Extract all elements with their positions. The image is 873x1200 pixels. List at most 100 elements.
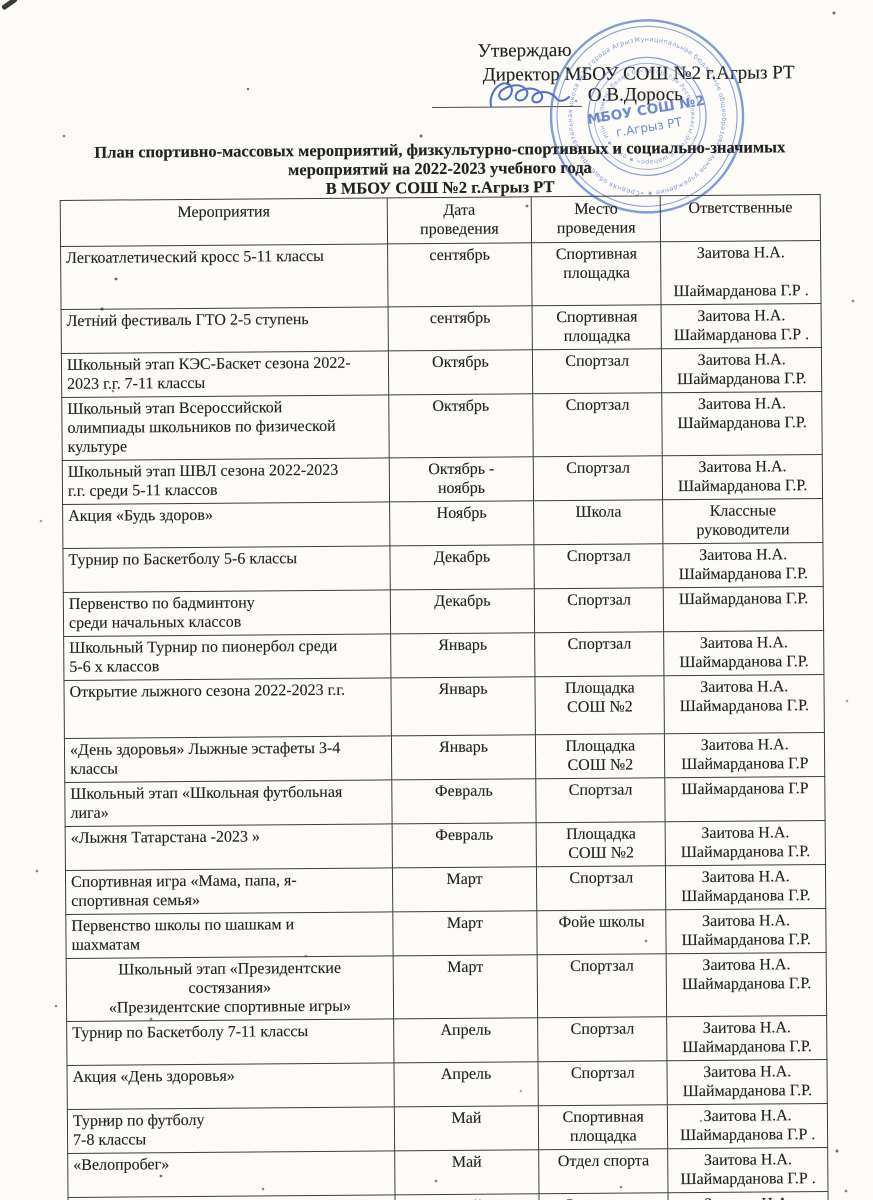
table-row: Открытие лыжного сезона 2022-2023 г.г. Я… [63, 674, 825, 739]
event-cell: Спортивная игра «Мама, папа, я- спортивн… [65, 867, 393, 915]
table-row: Турнир по Баскетболу 7-11 классы Апрель … [66, 1015, 827, 1066]
responsible-cell: Заитова Н.А. Шаймарданова Г.Р . [667, 1103, 828, 1149]
responsible-cell: Заитова Н.А. Шаймарданова Г.Р. [665, 820, 826, 866]
date-cell: Ноябрь [389, 500, 535, 546]
place-cell: Отдел спорта [538, 1148, 669, 1194]
responsible-cell: Заитова Н.А. Шаймарданова Г.Р. [664, 674, 825, 734]
responsible-cell: Заитова Н.А. Шаймарданова Г.Р. [666, 908, 827, 954]
place-cell: Спортзал [534, 587, 664, 633]
place-cell: Спортзал [537, 953, 667, 1018]
table-row: Школьный этап Всероссийской олимпиады шк… [61, 391, 823, 461]
table-row: «Велопробег» Май Отдел спорта Заитова Н.… [67, 1147, 829, 1198]
place-cell: Спортзал [532, 392, 663, 457]
table-row: Спортивная игра «Мама, папа, я- спортивн… [65, 864, 826, 915]
place-cell: Школа [533, 499, 664, 545]
date-cell: Март [392, 910, 538, 956]
responsible-cell: Заитова Н.А. Шаймарданова Г.Р . [661, 303, 822, 349]
place-cell: Спортзал [536, 865, 667, 911]
responsible-cell: Заитова Н.А. Шаймарданова Г.Р . [668, 1191, 829, 1200]
date-cell: сентябрь [387, 305, 533, 351]
table-row: Школьный этап «Школьная футбольная лига»… [64, 776, 826, 827]
event-cell: Школьный этап КЭС-Баскет сезона 2022- 20… [61, 350, 389, 398]
responsible-cell: Классные руководители [662, 498, 823, 544]
table-row: Школьный этап «Президентские состязания»… [66, 952, 827, 1022]
event-cell: Школьный этап «Президентские состязания»… [66, 955, 394, 1022]
date-cell: Февраль [391, 778, 537, 824]
school-round-stamp: Муниципальное бюджетное общеобразователь… [532, 1, 745, 214]
responsible-cell: Заитова Н.А. Шаймарданова Г.Р. [661, 347, 822, 393]
event-cell: Школьный этап Всероссийской олимпиады шк… [61, 394, 390, 461]
place-cell: Спортивная площадка [532, 304, 662, 350]
table-row: Школьный этап КЭС-Баскет сезона 2022- 20… [61, 347, 822, 398]
table-row: «Лыжня Татарстана -2023 » Февраль Площад… [65, 820, 826, 871]
place-cell: Спортивная площадка [538, 1104, 669, 1150]
event-cell: Легкоатлетический кросс 5-11 классы [60, 243, 388, 310]
event-cell: Школьный этап «Школьная футбольная лига» [64, 779, 392, 827]
table-row: Турнир по Баскетболу 5-6 классы Декабрь … [62, 542, 824, 593]
responsible-cell: Заитова Н.А. Шаймарданова Г.Р. [663, 630, 824, 676]
event-cell: Первенство по бадминтону среди начальных… [63, 589, 391, 637]
date-cell: сентябрь [387, 242, 533, 307]
responsible-cell: Шаймарданова Г.Р [665, 776, 826, 822]
place-cell: Спортзал [538, 1060, 668, 1106]
table-row: Акция «Будь здоров» Ноябрь Школа Классны… [62, 498, 823, 549]
responsible-cell: Заитова Н.А. Шаймарданова Г.Р. [667, 1059, 828, 1105]
place-cell: Спортзал [537, 1016, 668, 1062]
date-cell: Октябрь [388, 393, 534, 458]
place-cell: Площадка СОШ №2 [536, 821, 666, 867]
date-cell: Май [394, 1105, 539, 1151]
event-cell: Турнир по футболу 7-8 классы [67, 1106, 395, 1154]
responsible-cell: Заитова Н.А. Шаймарданова Г.Р. [665, 864, 826, 910]
date-cell: Январь [390, 676, 536, 736]
date-cell: Январь [390, 632, 536, 678]
date-cell: Апрель [393, 1061, 539, 1107]
events-plan-table: Мероприятия Дата проведения Место провед… [60, 194, 829, 1200]
date-cell: Декабрь [390, 588, 535, 634]
event-cell: Школьный Турнир по пионербол среди 5-6 х… [63, 633, 391, 681]
event-cell: Акция «Будь здоров» [62, 501, 390, 549]
place-cell: Спортзал [533, 455, 663, 501]
schedule-table-body: Легкоатлетический кросс 5-11 классы сент… [60, 240, 829, 1200]
event-cell: Школьный этап ШВЛ сезона 2022-2023 г.г. … [62, 457, 390, 505]
place-cell: Спортивная площадка [539, 1192, 669, 1200]
responsible-cell: Заитова Н.А. Шаймарданова Г.Р . [668, 1147, 829, 1193]
table-row: «День здоровья» Лыжные эстафеты 3-4 клас… [64, 732, 825, 783]
table-row: Летний фестиваль ГТО 2-5 ступень сентябр… [61, 303, 822, 354]
event-cell: Первенство школы по шашкам и шахматам [65, 911, 393, 959]
responsible-cell: Заитова Н.А. Шаймарданова Г.Р. [662, 454, 823, 500]
signature-line [431, 82, 582, 109]
table-header: Мероприятия Дата проведения Место провед… [60, 194, 821, 247]
date-cell: Декабрь [389, 544, 535, 590]
event-cell: Акция «День здоровья» [66, 1062, 395, 1110]
event-cell: Открытие лыжного сезона 2022-2023 г.г. [63, 677, 392, 739]
date-cell: Март [392, 954, 538, 1019]
responsible-cell: Заитова Н.А. Шаймарданова Г.Р. [666, 1015, 827, 1061]
table-row: Акция «День здоровья» Апрель Спортзал За… [66, 1059, 828, 1110]
header-date: Дата проведения [386, 196, 532, 244]
responsible-cell: Заитова Н.А. Шаймарданова Г.Р. [663, 542, 824, 588]
date-cell: Январь [391, 734, 536, 780]
place-cell: Спортзал [532, 348, 663, 394]
table-row: Легкоатлетический кросс 5-11 классы сент… [60, 240, 822, 310]
place-cell: Спортзал [534, 631, 665, 677]
place-cell: Площадка СОШ №2 [535, 733, 666, 779]
header-events: Мероприятия [60, 197, 388, 247]
place-cell: Площадка СОШ №2 [535, 675, 665, 735]
table-row: Школьный этап ШВЛ сезона 2022-2023 г.г. … [62, 454, 823, 505]
date-cell: Октябрь [388, 349, 533, 395]
place-cell: Спортзал [535, 777, 666, 823]
scan-noise-speckles [0, 0, 2, 2]
event-cell: «Лыжня Татарстана -2023 » [65, 823, 393, 871]
table-row: Школьный Турнир по пионербол среди 5-6 х… [63, 630, 824, 681]
signature-scribble [489, 82, 570, 107]
date-cell: Октябрь - ноябрь [389, 456, 534, 502]
responsible-cell: Шаймарданова Г.Р. [663, 586, 824, 632]
place-cell: Фойе школы [536, 909, 667, 955]
date-cell: Май [394, 1149, 540, 1195]
date-cell: Февраль [391, 822, 537, 868]
date-cell: Май [394, 1193, 540, 1200]
event-cell: Летний фестиваль ГТО 2-5 ступень [61, 306, 389, 354]
date-cell: Апрель [393, 1017, 539, 1063]
